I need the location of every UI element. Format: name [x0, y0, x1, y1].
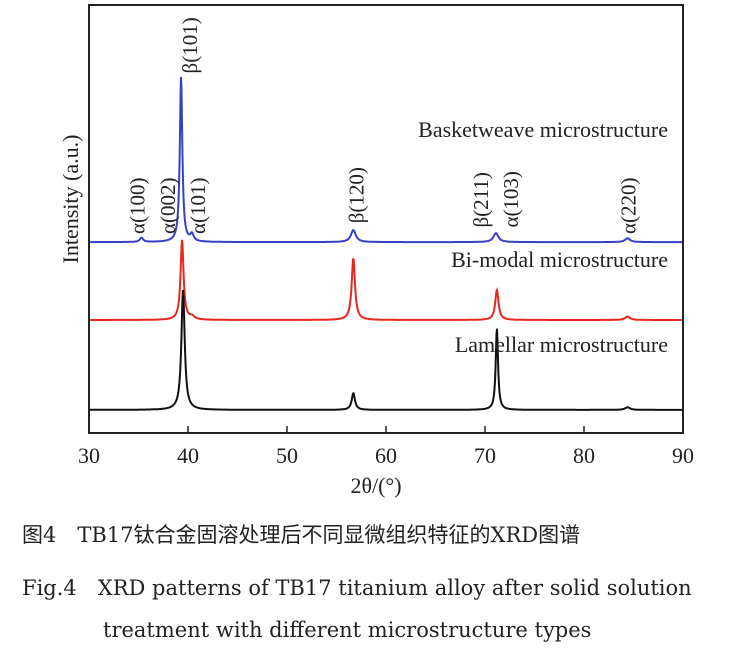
x-tick-label: 40 — [177, 443, 199, 468]
peak-annotation: α(220) — [617, 177, 641, 234]
peak-annotation: α(103) — [499, 171, 523, 228]
x-tick-label: 80 — [573, 443, 595, 468]
peak-annotation: β(120) — [344, 167, 368, 223]
x-tick-label: 60 — [375, 443, 397, 468]
figure-caption-english-line2: treatment with different microstructure … — [103, 618, 592, 642]
x-tick-label: 90 — [672, 443, 694, 468]
x-tick-label: 30 — [78, 443, 100, 468]
y-axis-label: Intensity (a.u.) — [58, 135, 83, 264]
xrd-chart: 2θ/(°) 30 40 50 60 70 80 90 Intensity (a.u.) Bas… — [58, 4, 694, 498]
peak-annotation: α(101) — [186, 177, 210, 234]
peak-annotation: β(211) — [469, 172, 493, 227]
series-label: Lamellar microstructure — [455, 332, 668, 357]
figure-caption-chinese: 图4 TB17钛合金固溶处理后不同显微组织特征的XRD图谱 — [22, 523, 581, 547]
series-label: Bi-modal microstructure — [451, 247, 668, 272]
peak-annotation: α(002) — [156, 177, 180, 234]
series-line — [90, 290, 682, 411]
figure-caption-english-line1: Fig.4 XRD patterns of TB17 titanium allo… — [22, 576, 692, 600]
peak-annotation: α(100) — [125, 177, 149, 234]
series-line — [90, 76, 682, 244]
series-line — [90, 239, 682, 321]
x-tick-label: 50 — [276, 443, 298, 468]
series-label: Basketweave microstructure — [418, 117, 668, 142]
x-axis-label: 2θ/(°) — [350, 473, 401, 498]
peak-annotation: β(101) — [178, 17, 202, 73]
x-tick-label: 70 — [474, 443, 496, 468]
